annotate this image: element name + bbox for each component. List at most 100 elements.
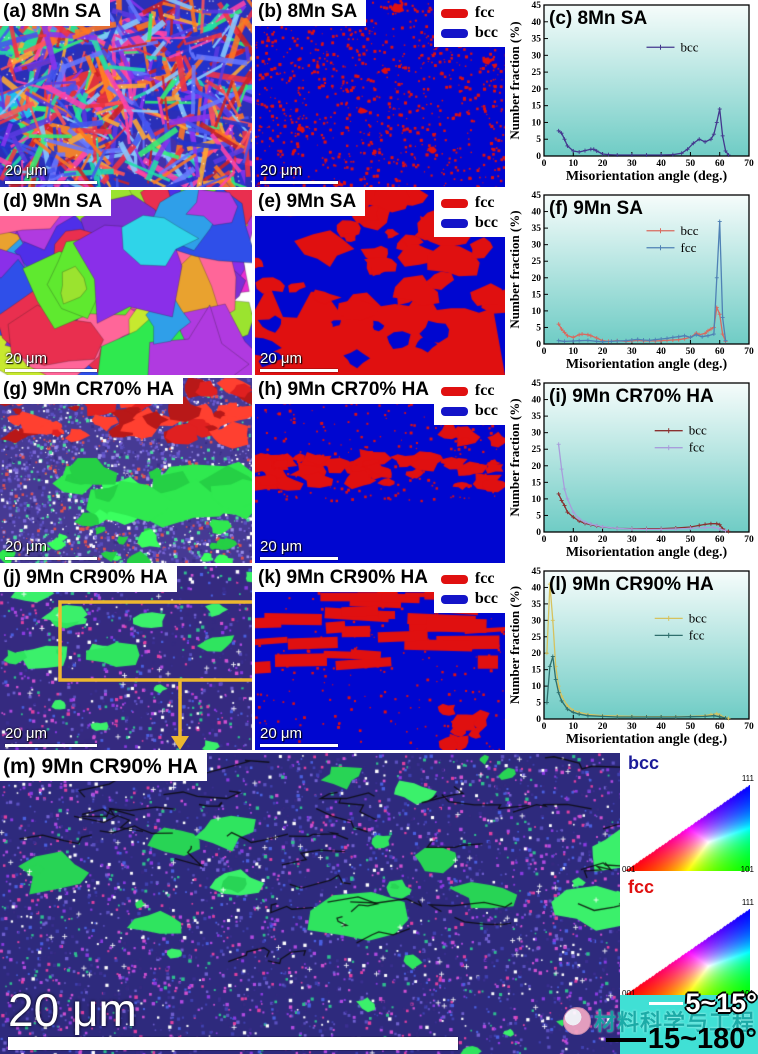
watermark-logo-icon	[563, 1007, 591, 1035]
svg-text:30: 30	[532, 616, 542, 626]
scalebar-line	[5, 557, 97, 560]
panel-label-k: (k) 9Mn CR90% HA	[255, 566, 437, 592]
svg-text:15: 15	[532, 102, 542, 112]
svg-text:45: 45	[532, 567, 542, 577]
svg-text:10: 10	[569, 535, 579, 545]
bcc-swatch	[440, 406, 468, 416]
scalebar-text: 20 μm	[260, 538, 302, 555]
scalebar-text: 20 μm	[5, 725, 47, 742]
svg-text:5: 5	[536, 323, 541, 333]
svg-text:0: 0	[536, 340, 541, 350]
panel-label-e: (e) 9Mn SA	[255, 190, 366, 216]
boundary-legend-strip: 5~15° 15~180°	[605, 988, 758, 1054]
svg-text:30: 30	[627, 159, 637, 169]
svg-text:15: 15	[532, 478, 542, 488]
scalebar-h: 20 μm	[260, 538, 338, 560]
scalebar-d: 20 μm	[5, 350, 97, 372]
scalebar-text: 20 μm	[260, 350, 302, 367]
svg-text:(c) 8Mn SA: (c) 8Mn SA	[549, 8, 647, 29]
svg-text:40: 40	[532, 583, 542, 593]
svg-text:20: 20	[532, 274, 542, 284]
scalebar-line	[8, 1037, 458, 1050]
svg-text:0: 0	[542, 347, 547, 357]
panel-k-phase-map: (k) 9Mn CR90% HA fcc bcc 20 μm	[255, 566, 505, 750]
scalebar-line	[5, 744, 97, 747]
svg-text:Number fraction (%): Number fraction (%)	[507, 210, 522, 328]
corner-111-label: 111	[741, 897, 754, 907]
svg-text:30: 30	[532, 241, 542, 251]
bcc-label: bcc	[474, 590, 498, 607]
fcc-label: fcc	[474, 4, 495, 21]
svg-text:10: 10	[569, 159, 579, 169]
svg-text:60: 60	[715, 159, 725, 169]
bcc-label: bcc	[474, 402, 498, 419]
svg-text:35: 35	[532, 224, 542, 234]
svg-text:0: 0	[536, 715, 541, 725]
svg-text:bcc: bcc	[689, 423, 707, 438]
watermark: 材料科学与工程	[563, 1005, 755, 1037]
bcc-key-label: bcc	[628, 753, 660, 773]
svg-text:30: 30	[627, 535, 637, 545]
svg-text:50: 50	[686, 535, 696, 545]
svg-text:20: 20	[598, 535, 608, 545]
panel-label-j: (j) 9Mn CR90% HA	[0, 566, 177, 592]
panel-g-ipf-map: (g) 9Mn CR70% HA 20 μm	[0, 378, 252, 563]
svg-text:25: 25	[532, 257, 542, 267]
svg-text:45: 45	[532, 379, 542, 389]
scalebar-line	[5, 369, 97, 372]
bcc-swatch	[440, 594, 468, 604]
high-angle-boundary-legend: 15~180°	[605, 1023, 757, 1054]
svg-text:Number fraction (%): Number fraction (%)	[507, 398, 522, 516]
svg-text:40: 40	[656, 535, 666, 545]
svg-text:25: 25	[532, 68, 542, 78]
chart-l-misorientation: 0 5 10 15 20 25 30 35 40 45 0 10 20 30 40 50 60 70 bcc fcc (…	[507, 566, 758, 750]
panel-h-phase-map: (h) 9Mn CR70% HA fcc bcc 20 μm	[255, 378, 505, 563]
low-angle-label: 5~15°	[685, 988, 757, 1018]
svg-text:40: 40	[656, 722, 666, 732]
svg-text:15: 15	[532, 666, 542, 676]
panel-b-phase-map: (b) 8Mn SA fcc bcc 20 μm	[255, 0, 505, 187]
fcc-ipf-triangle: 111 001 101	[622, 898, 756, 1001]
panel-d-ipf-map: (d) 9Mn SA 20 μm	[0, 190, 252, 375]
watermark-text: 材料科学与工程	[594, 1010, 756, 1035]
svg-text:bcc: bcc	[689, 610, 707, 625]
svg-text:70: 70	[744, 159, 754, 169]
scalebar-line	[260, 557, 338, 560]
scalebar-a: 20 μm	[5, 162, 97, 184]
low-angle-boundary-legend: 5~15°	[649, 988, 757, 1019]
svg-text:70: 70	[744, 722, 754, 732]
svg-text:60: 60	[715, 347, 725, 357]
panel-label-d: (d) 9Mn SA	[0, 190, 112, 216]
svg-text:Number fraction (%): Number fraction (%)	[507, 586, 522, 704]
bcc-swatch	[440, 218, 468, 228]
bcc-swatch	[440, 28, 468, 38]
scalebar-e: 20 μm	[260, 350, 338, 372]
svg-text:Misorientation angle (deg.): Misorientation angle (deg.)	[566, 545, 728, 560]
svg-text:20: 20	[598, 347, 608, 357]
ebsd-ipf-map-canvas-m	[0, 753, 620, 1054]
svg-text:20: 20	[532, 462, 542, 472]
scalebar-j: 20 μm	[5, 725, 97, 747]
ebsd-ipf-map-canvas-j	[0, 566, 252, 750]
svg-text:50: 50	[686, 347, 696, 357]
scalebar-text: 20 μm	[260, 162, 302, 179]
phase-legend-h: fcc bcc	[433, 378, 505, 425]
panel-label-a: (a) 8Mn SA	[0, 0, 111, 26]
phase-legend-b: fcc bcc	[433, 0, 505, 47]
svg-text:fcc: fcc	[689, 440, 705, 455]
ebsd-ipf-map-canvas-d	[0, 190, 252, 375]
panel-j-ipf-map: (j) 9Mn CR90% HA 20 μm	[0, 566, 252, 750]
svg-text:35: 35	[532, 35, 542, 45]
panel-e-phase-map: (e) 9Mn SA fcc bcc 20 μm	[255, 190, 505, 375]
svg-text:30: 30	[627, 722, 637, 732]
scalebar-b: 20 μm	[260, 162, 338, 184]
chart-i-misorientation: 0 5 10 15 20 25 30 35 40 45 0 10 20 30 40 50 60 70 bcc fcc (…	[507, 378, 758, 563]
panel-label-g: (g) 9Mn CR70% HA	[0, 378, 184, 404]
svg-text:70: 70	[744, 535, 754, 545]
svg-text:70: 70	[744, 347, 754, 357]
chart-f-misorientation: 0 5 10 15 20 25 30 35 40 45 0 10 20 30 40 50 60 70 bcc fcc (…	[507, 190, 758, 375]
chart-c-misorientation: 0 5 10 15 20 25 30 35 40 45 0 10 20 30 40 50 60 70 bcc (c) …	[507, 0, 758, 187]
scalebar-text: 20 μm	[5, 162, 47, 179]
fcc-swatch	[440, 574, 468, 584]
